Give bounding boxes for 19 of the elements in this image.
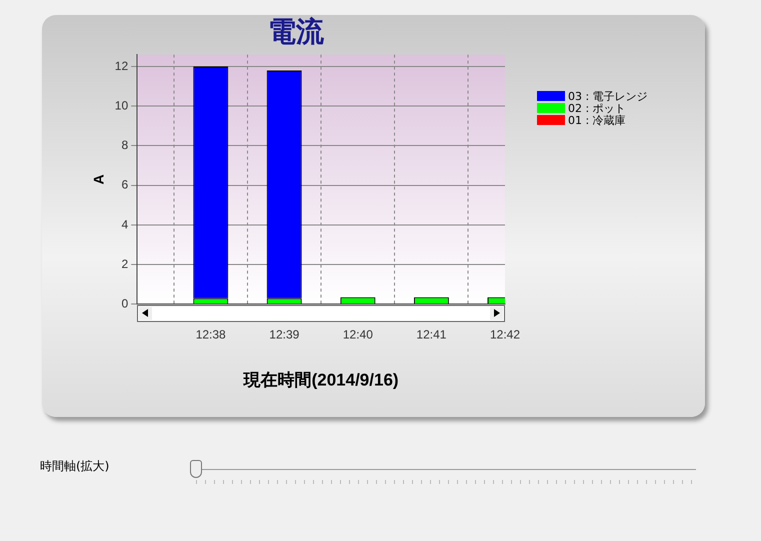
y-tick-label: 2 [121,256,128,271]
x-tick-label: 12:41 [416,328,447,342]
x-tick-label: 12:40 [342,328,374,342]
legend-label: 01 : 冷蔵庫 [568,113,626,128]
x-tick-label: 12:39 [269,328,300,342]
legend-label: 03 : 電子レンジ [568,88,648,104]
legend-label: 02 : ポット [568,102,626,114]
chart-title: 電流 [268,15,325,48]
x-axis-title: 現在時間(2014/9/16) [242,370,399,390]
y-tick-label: 12 [114,58,128,73]
y-tick-label: 8 [121,138,128,152]
y-tick-label: 4 [121,217,128,232]
y-tick-label: 0 [121,296,128,311]
y-tick-label: 6 [121,178,128,192]
text: 時間軸(拡大) [40,458,110,475]
y-tick-label: 10 [114,98,128,112]
y-axis-title: A [90,174,106,184]
x-tick-label: 12:38 [196,328,226,342]
x-tick-label: 12:42 [490,328,520,342]
